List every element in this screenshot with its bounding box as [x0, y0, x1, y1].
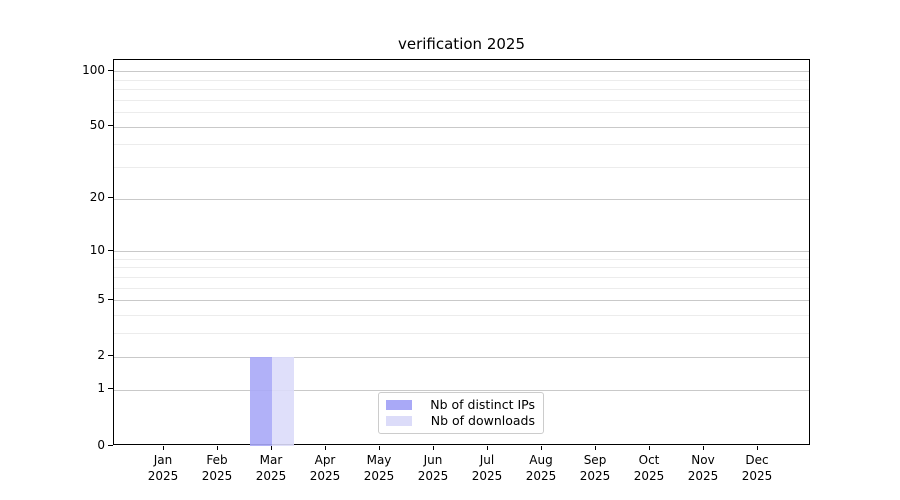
y-tick-mark — [108, 355, 113, 357]
x-tick-label-may-2025: May 2025 — [363, 453, 395, 483]
x-tick-label-nov-2025: Nov 2025 — [687, 453, 719, 483]
x-tick-mark — [216, 446, 218, 450]
gridline-minor — [114, 267, 809, 269]
x-tick-label-jul-2025: Jul 2025 — [471, 453, 503, 483]
gridline-major — [114, 126, 809, 128]
x-tick-mark — [378, 446, 380, 450]
y-tick-label: 20 — [89, 190, 105, 205]
gridline-minor — [114, 333, 809, 335]
x-tick-label-jun-2025: Jun 2025 — [417, 453, 449, 483]
x-tick-mark — [702, 446, 704, 450]
bar-nb-of-downloads-mar-2025 — [272, 356, 294, 446]
legend-item-distinct-ips: Nb of distinct IPs — [386, 398, 535, 412]
gridline-minor — [114, 287, 809, 289]
x-tick-mark — [594, 446, 596, 450]
gridline-major — [114, 300, 809, 302]
x-tick-mark — [324, 446, 326, 450]
x-tick-label-oct-2025: Oct 2025 — [633, 453, 665, 483]
chart-title: verification 2025 — [397, 35, 525, 53]
x-tick-mark — [486, 446, 488, 450]
x-tick-mark — [162, 446, 164, 450]
y-tick-label: 100 — [82, 62, 105, 77]
gridline-minor — [114, 315, 809, 317]
gridline-minor — [114, 277, 809, 279]
gridline-major — [114, 389, 809, 391]
y-tick-mark — [108, 197, 113, 199]
gridline-major — [114, 356, 809, 358]
y-tick-label: 1 — [97, 381, 105, 396]
y-tick-mark — [108, 69, 113, 71]
y-tick-label: 5 — [97, 291, 105, 306]
gridline-major — [114, 71, 809, 73]
y-tick-mark — [108, 125, 113, 127]
gridline-minor — [114, 79, 809, 81]
x-tick-mark — [756, 446, 758, 450]
bar-nb-of-distinct-ips-mar-2025 — [250, 356, 272, 446]
legend: Nb of distinct IPs Nb of downloads — [378, 392, 544, 434]
y-tick-mark — [108, 444, 113, 446]
legend-swatch-downloads — [386, 416, 412, 426]
gridline-minor — [114, 99, 809, 101]
legend-item-downloads: Nb of downloads — [386, 414, 535, 428]
x-tick-label-mar-2025: Mar 2025 — [255, 453, 287, 483]
legend-label-distinct-ips: Nb of distinct IPs — [430, 397, 535, 412]
gridline-major — [114, 251, 809, 253]
x-tick-mark — [648, 446, 650, 450]
gridline-minor — [114, 258, 809, 260]
y-tick-mark — [108, 249, 113, 251]
x-tick-label-dec-2025: Dec 2025 — [741, 453, 773, 483]
gridline-minor — [114, 167, 809, 168]
y-tick-label: 0 — [97, 437, 105, 452]
x-tick-label-sep-2025: Sep 2025 — [579, 453, 611, 483]
x-tick-mark — [270, 446, 272, 450]
gridline-minor — [114, 144, 809, 146]
x-tick-mark — [432, 446, 434, 450]
x-tick-mark — [540, 446, 542, 450]
y-tick-mark — [108, 298, 113, 301]
gridline-major — [114, 198, 809, 200]
legend-swatch-distinct-ips — [386, 400, 412, 410]
y-tick-mark — [108, 388, 113, 390]
x-tick-label-jan-2025: Jan 2025 — [147, 453, 179, 483]
x-tick-label-feb-2025: Feb 2025 — [201, 453, 233, 483]
y-tick-label: 50 — [89, 118, 105, 133]
gridline-minor — [114, 88, 809, 90]
x-tick-label-apr-2025: Apr 2025 — [309, 453, 341, 483]
gridline-minor — [114, 112, 809, 113]
y-tick-label: 2 — [97, 348, 105, 363]
legend-label-downloads: Nb of downloads — [430, 413, 535, 428]
plot-area — [113, 59, 810, 446]
y-tick-label: 10 — [89, 242, 105, 257]
x-tick-label-aug-2025: Aug 2025 — [525, 453, 557, 483]
